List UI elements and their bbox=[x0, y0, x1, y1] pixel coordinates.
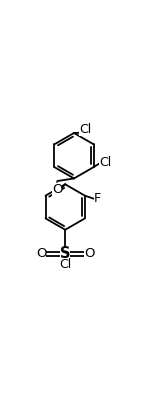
Text: F: F bbox=[94, 192, 101, 205]
Text: O: O bbox=[84, 247, 95, 260]
Text: O: O bbox=[36, 247, 46, 260]
Text: S: S bbox=[60, 246, 70, 261]
Text: Cl: Cl bbox=[59, 258, 71, 271]
Text: Cl: Cl bbox=[99, 156, 112, 169]
Text: Cl: Cl bbox=[79, 123, 91, 136]
Text: O: O bbox=[52, 183, 62, 196]
